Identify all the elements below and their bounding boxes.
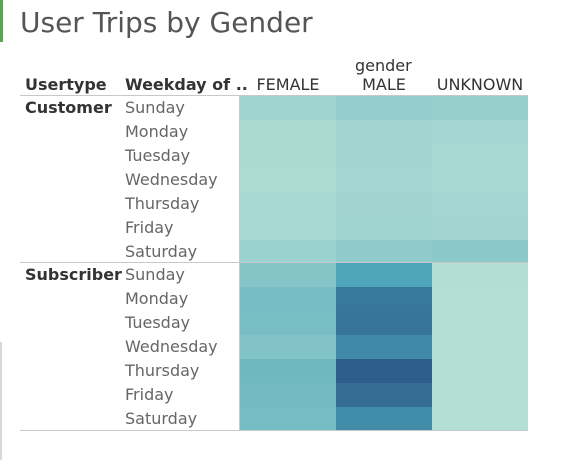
chart-title: User Trips by Gender: [20, 6, 313, 39]
heat-cell-customer-wednesday-male[interactable]: [336, 168, 432, 192]
heat-cell-subscriber-monday-female[interactable]: [240, 287, 336, 311]
heat-cell-customer-saturday-unknown[interactable]: [432, 240, 528, 264]
heat-cell-subscriber-monday-male[interactable]: [336, 287, 432, 311]
heat-cell-customer-thursday-male[interactable]: [336, 192, 432, 216]
heat-cell-customer-monday-male[interactable]: [336, 120, 432, 144]
heat-cell-subscriber-monday-unknown[interactable]: [432, 287, 528, 311]
row-label-customer-tuesday[interactable]: Tuesday: [125, 146, 191, 165]
row-label-subscriber-monday[interactable]: Monday: [125, 289, 189, 308]
row-label-subscriber-friday[interactable]: Friday: [125, 385, 174, 404]
row-label-subscriber-saturday[interactable]: Saturday: [125, 409, 198, 428]
heat-cell-customer-thursday-unknown[interactable]: [432, 192, 528, 216]
heat-cell-customer-wednesday-unknown[interactable]: [432, 168, 528, 192]
row-label-subscriber-wednesday[interactable]: Wednesday: [125, 337, 218, 356]
heat-cell-subscriber-saturday-female[interactable]: [240, 407, 336, 431]
row-label-customer-thursday[interactable]: Thursday: [125, 194, 200, 213]
heat-cell-customer-friday-male[interactable]: [336, 216, 432, 240]
column-header-unknown[interactable]: UNKNOWN: [436, 75, 524, 94]
usertype-header[interactable]: Usertype: [25, 75, 107, 94]
weekday-header[interactable]: Weekday of ..: [125, 75, 248, 94]
label-divider: [239, 95, 240, 431]
heat-cell-subscriber-thursday-female[interactable]: [240, 359, 336, 383]
heat-cell-subscriber-thursday-male[interactable]: [336, 359, 432, 383]
heat-cell-subscriber-tuesday-female[interactable]: [240, 311, 336, 335]
header-divider: [20, 95, 528, 96]
bottom-divider: [20, 430, 528, 431]
row-label-customer-sunday[interactable]: Sunday: [125, 98, 185, 117]
heat-cell-subscriber-saturday-male[interactable]: [336, 407, 432, 431]
heat-cell-subscriber-wednesday-male[interactable]: [336, 335, 432, 359]
heat-cell-subscriber-friday-unknown[interactable]: [432, 383, 528, 407]
heat-cell-subscriber-sunday-unknown[interactable]: [432, 263, 528, 287]
heat-cell-customer-wednesday-female[interactable]: [240, 168, 336, 192]
gender-header[interactable]: gender: [355, 56, 412, 75]
column-header-female[interactable]: FEMALE: [256, 75, 320, 94]
heat-cell-subscriber-tuesday-male[interactable]: [336, 311, 432, 335]
group-divider: [20, 262, 528, 263]
group-label-subscriber[interactable]: Subscriber: [25, 265, 122, 284]
heat-cell-subscriber-wednesday-female[interactable]: [240, 335, 336, 359]
heat-cell-customer-monday-female[interactable]: [240, 120, 336, 144]
left-accent-bar: [0, 0, 3, 42]
heat-cell-customer-sunday-female[interactable]: [240, 96, 336, 120]
heat-cell-customer-monday-unknown[interactable]: [432, 120, 528, 144]
heat-cell-customer-tuesday-unknown[interactable]: [432, 144, 528, 168]
heat-cell-customer-friday-female[interactable]: [240, 216, 336, 240]
heat-cell-subscriber-friday-female[interactable]: [240, 383, 336, 407]
row-label-customer-saturday[interactable]: Saturday: [125, 242, 198, 261]
row-label-subscriber-tuesday[interactable]: Tuesday: [125, 313, 191, 332]
heat-cell-subscriber-friday-male[interactable]: [336, 383, 432, 407]
heat-cell-customer-saturday-female[interactable]: [240, 240, 336, 264]
heat-cell-customer-tuesday-male[interactable]: [336, 144, 432, 168]
row-label-customer-monday[interactable]: Monday: [125, 122, 189, 141]
heat-cell-subscriber-sunday-female[interactable]: [240, 263, 336, 287]
heat-cell-customer-sunday-unknown[interactable]: [432, 96, 528, 120]
row-label-subscriber-sunday[interactable]: Sunday: [125, 265, 185, 284]
heat-cell-subscriber-saturday-unknown[interactable]: [432, 407, 528, 431]
left-edge-line: [0, 342, 2, 460]
group-label-customer[interactable]: Customer: [25, 98, 112, 117]
heat-cell-customer-sunday-male[interactable]: [336, 96, 432, 120]
heat-cell-subscriber-sunday-male[interactable]: [336, 263, 432, 287]
column-header-male[interactable]: MALE: [362, 75, 406, 94]
heat-cell-subscriber-wednesday-unknown[interactable]: [432, 335, 528, 359]
heat-cell-customer-friday-unknown[interactable]: [432, 216, 528, 240]
row-label-customer-wednesday[interactable]: Wednesday: [125, 170, 218, 189]
row-label-subscriber-thursday[interactable]: Thursday: [125, 361, 200, 380]
heat-cell-subscriber-thursday-unknown[interactable]: [432, 359, 528, 383]
heat-cell-customer-tuesday-female[interactable]: [240, 144, 336, 168]
heat-cell-subscriber-tuesday-unknown[interactable]: [432, 311, 528, 335]
heat-cell-customer-saturday-male[interactable]: [336, 240, 432, 264]
row-label-customer-friday[interactable]: Friday: [125, 218, 174, 237]
heat-cell-customer-thursday-female[interactable]: [240, 192, 336, 216]
